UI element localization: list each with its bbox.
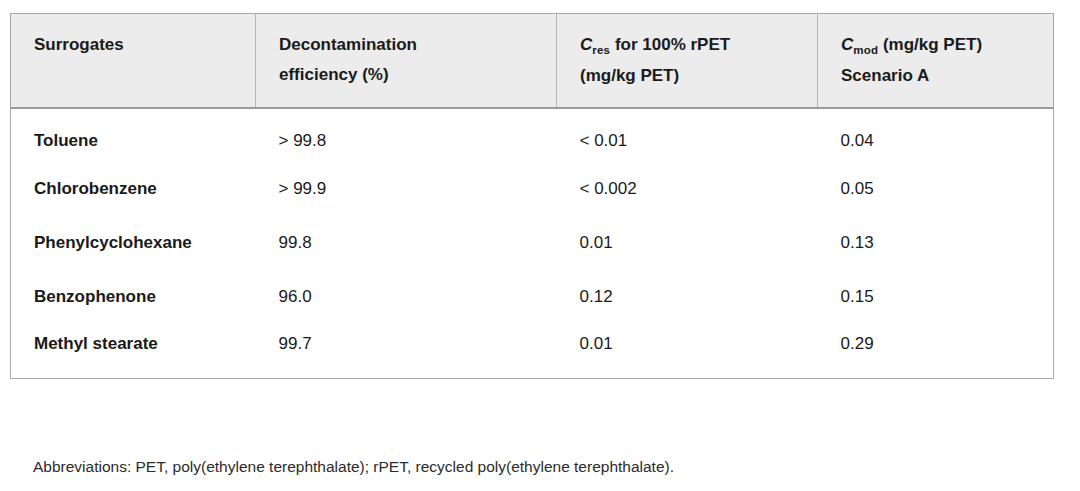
cell-surrogate: Methyl stearate <box>11 324 256 378</box>
table-row: Chlorobenzene > 99.9 < 0.002 0.05 <box>11 162 1054 216</box>
table-header: Surrogates Decontamination efficiency (%… <box>11 14 1054 109</box>
header-cmod-line2: Scenario A <box>841 61 1043 91</box>
cres-symbol: C <box>580 35 592 54</box>
cell-efficiency: > 99.8 <box>256 108 557 162</box>
cell-cres: < 0.002 <box>557 162 818 216</box>
header-row: Surrogates Decontamination efficiency (%… <box>11 14 1054 109</box>
header-cmod: Cmod (mg/kg PET) Scenario A <box>818 14 1054 109</box>
cell-cmod: 0.29 <box>818 324 1054 378</box>
cell-surrogate: Phenylcyclohexane <box>11 216 256 270</box>
table-figure: Surrogates Decontamination efficiency (%… <box>10 13 1054 379</box>
cell-cmod: 0.13 <box>818 216 1054 270</box>
cell-efficiency: 99.8 <box>256 216 557 270</box>
header-surrogates-label: Surrogates <box>34 30 245 60</box>
cell-cmod: 0.05 <box>818 162 1054 216</box>
cell-cres: 0.01 <box>557 324 818 378</box>
cell-surrogate: Chlorobenzene <box>11 162 256 216</box>
cres-rest: for 100% rPET <box>610 35 730 54</box>
table-body: Toluene > 99.8 < 0.01 0.04 Chlorobenzene… <box>11 108 1054 378</box>
cell-surrogate: Toluene <box>11 108 256 162</box>
table-row: Benzophenone 96.0 0.12 0.15 <box>11 270 1054 324</box>
cmod-rest: (mg/kg PET) <box>878 35 982 54</box>
header-decontamination-line1: Decontamination <box>279 30 546 60</box>
cell-efficiency: > 99.9 <box>256 162 557 216</box>
cmod-symbol: C <box>841 35 853 54</box>
surrogates-table: Surrogates Decontamination efficiency (%… <box>10 13 1054 379</box>
cmod-subscript: mod <box>853 44 878 56</box>
header-cmod-line1: Cmod (mg/kg PET) <box>841 30 1043 61</box>
cell-cmod: 0.04 <box>818 108 1054 162</box>
table-row: Phenylcyclohexane 99.8 0.01 0.13 <box>11 216 1054 270</box>
header-decontamination-line2: efficiency (%) <box>279 60 546 90</box>
header-cres-line2: (mg/kg PET) <box>580 61 807 91</box>
table-row: Toluene > 99.8 < 0.01 0.04 <box>11 108 1054 162</box>
header-cres: Cres for 100% rPET (mg/kg PET) <box>557 14 818 109</box>
header-surrogates: Surrogates <box>11 14 256 109</box>
cell-cmod: 0.15 <box>818 270 1054 324</box>
cell-cres: < 0.01 <box>557 108 818 162</box>
cres-subscript: res <box>592 44 610 56</box>
cell-surrogate: Benzophenone <box>11 270 256 324</box>
abbreviations-footnote: Abbreviations: PET, poly(ethylene tereph… <box>33 457 674 477</box>
cell-cres: 0.01 <box>557 216 818 270</box>
table-row: Methyl stearate 99.7 0.01 0.29 <box>11 324 1054 378</box>
cell-cres: 0.12 <box>557 270 818 324</box>
header-cres-line1: Cres for 100% rPET <box>580 30 807 61</box>
header-decontamination-efficiency: Decontamination efficiency (%) <box>256 14 557 109</box>
cell-efficiency: 99.7 <box>256 324 557 378</box>
cell-efficiency: 96.0 <box>256 270 557 324</box>
